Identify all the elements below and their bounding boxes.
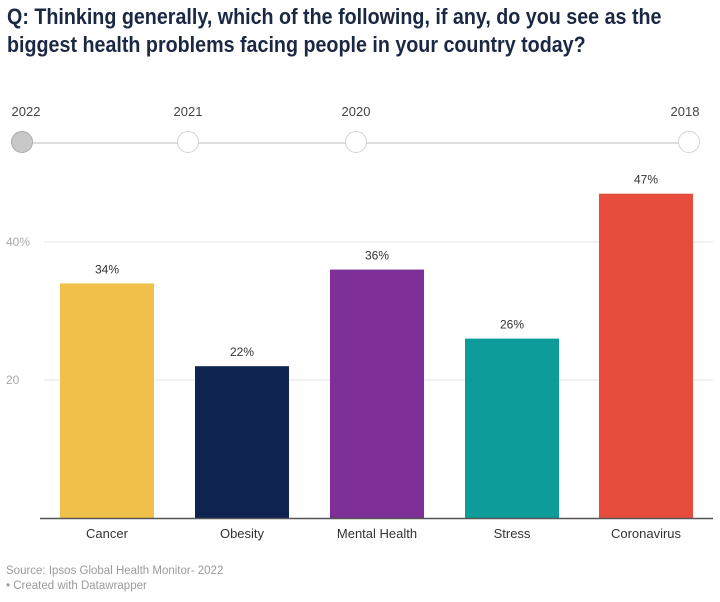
x-tick-label: Obesity [220, 526, 265, 541]
timeline-dot-2020[interactable] [345, 131, 367, 153]
source-note: Source: Ipsos Global Health Monitor- 202… [6, 565, 224, 577]
bar-cancer [60, 283, 154, 518]
x-tick-label: Coronavirus [611, 526, 682, 541]
bar-stress [465, 338, 559, 518]
data-label: 47% [634, 173, 658, 187]
chart-title: Q: Thinking generally, which of the foll… [7, 4, 662, 57]
data-label: 26% [500, 318, 524, 332]
credit-note: • Created with Datawrapper [6, 580, 147, 592]
data-label: 22% [230, 345, 254, 359]
data-label: 34% [95, 262, 119, 276]
x-tick-label: Stress [494, 526, 531, 541]
x-tick-label: Mental Health [337, 526, 417, 541]
year-timeline: 2022 2021 2020 2018 [0, 100, 720, 160]
timeline-dot-2021[interactable] [177, 131, 199, 153]
bar-obesity [195, 366, 289, 518]
x-tick-label: Cancer [86, 526, 129, 541]
timeline-dot-2022[interactable] [11, 131, 33, 153]
data-label: 36% [365, 249, 389, 263]
timeline-year-label-2021[interactable]: 2021 [173, 104, 203, 119]
y-tick-label: 40% [6, 235, 30, 249]
bar-chart: 20 40% 34% Cancer 22% Obesity 36% Mental Health… [6, 173, 713, 541]
timeline-year-label-2022[interactable]: 2022 [11, 104, 41, 119]
y-tick-label: 20 [6, 373, 20, 387]
footer: Source: Ipsos Global Health Monitor- 202… [6, 564, 223, 594]
bar-mental-health [330, 269, 424, 518]
timeline-year-label-2018[interactable]: 2018 [670, 104, 700, 119]
bar-coronavirus [599, 193, 693, 518]
timeline-dot-2018[interactable] [678, 131, 700, 153]
timeline-year-label-2020[interactable]: 2020 [341, 104, 371, 119]
